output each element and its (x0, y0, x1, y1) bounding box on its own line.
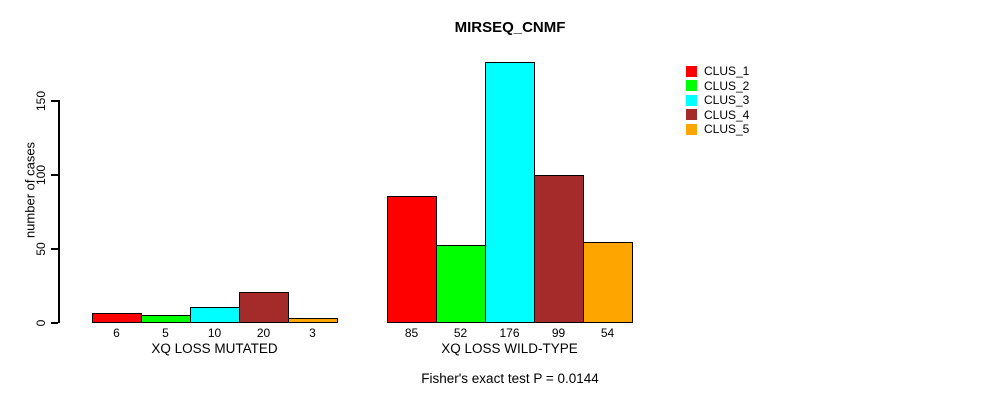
y-tick-mark (51, 174, 58, 176)
bar-clus_4 (534, 175, 584, 323)
bar-clus_5 (583, 242, 633, 323)
bar-clus_3 (190, 307, 240, 323)
legend-item-clus_4: CLUS_4 (686, 108, 749, 123)
legend-swatch-icon (686, 123, 697, 135)
bar-value-label: 176 (499, 326, 520, 340)
legend-swatch-icon (686, 109, 697, 121)
y-tick-label: 0 (34, 319, 48, 327)
bar-value-label: 3 (309, 326, 316, 340)
y-tick-mark (51, 322, 58, 324)
legend-swatch-icon (686, 94, 697, 106)
bar-clus_5 (288, 318, 338, 323)
legend-item-clus_1: CLUS_1 (686, 64, 749, 79)
y-tick-label: 100 (34, 164, 48, 186)
bar-value-label: 20 (256, 326, 271, 340)
bar-clus_4 (239, 292, 289, 323)
y-tick-label: 150 (34, 90, 48, 112)
legend-label: CLUS_3 (704, 93, 750, 108)
group-label: XQ LOSS MUTATED (151, 341, 278, 356)
y-axis-line (58, 100, 60, 323)
bar-value-label: 54 (600, 326, 615, 340)
bar-value-label: 85 (404, 326, 419, 340)
y-tick-mark (51, 100, 58, 102)
group-label: XQ LOSS WILD-TYPE (441, 341, 578, 356)
bar-clus_1 (92, 313, 142, 323)
bar-value-label: 6 (113, 326, 120, 340)
legend-swatch-icon (686, 80, 697, 92)
bar-value-label: 5 (162, 326, 169, 340)
legend-label: CLUS_4 (704, 107, 750, 122)
legend: CLUS_1 CLUS_2 CLUS_3 CLUS_4 CLUS_5 (686, 64, 749, 137)
legend-item-clus_3: CLUS_3 (686, 93, 749, 108)
bar-clus_2 (436, 245, 486, 323)
legend-label: CLUS_5 (704, 122, 750, 137)
bar-clus_1 (387, 196, 437, 323)
bar-clus_2 (141, 315, 191, 323)
footnote: Fisher's exact test P = 0.0144 (421, 371, 599, 386)
legend-item-clus_5: CLUS_5 (686, 122, 749, 137)
bar-value-label: 52 (453, 326, 468, 340)
y-tick-mark (51, 248, 58, 250)
y-tick-label: 50 (34, 242, 48, 256)
bar-value-label: 99 (551, 326, 566, 340)
legend-label: CLUS_2 (704, 78, 750, 93)
bar-value-label: 10 (207, 326, 222, 340)
chart-title: MIRSEQ_CNMF (454, 19, 566, 36)
bar-clus_3 (485, 62, 535, 323)
legend-label: CLUS_1 (704, 64, 750, 79)
legend-item-clus_2: CLUS_2 (686, 79, 749, 94)
legend-swatch-icon (686, 65, 697, 77)
